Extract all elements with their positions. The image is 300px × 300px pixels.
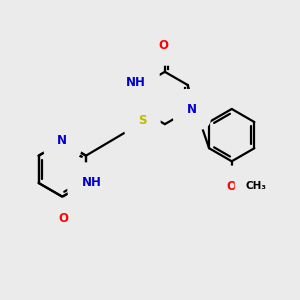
Text: O: O — [227, 180, 237, 193]
Text: O: O — [159, 39, 169, 52]
Text: O: O — [58, 212, 68, 225]
Text: N: N — [57, 134, 67, 147]
Text: NH: NH — [126, 76, 146, 89]
Text: CH₃: CH₃ — [245, 181, 266, 191]
Text: N: N — [187, 103, 197, 116]
Text: NH: NH — [81, 176, 101, 190]
Text: S: S — [138, 114, 146, 128]
